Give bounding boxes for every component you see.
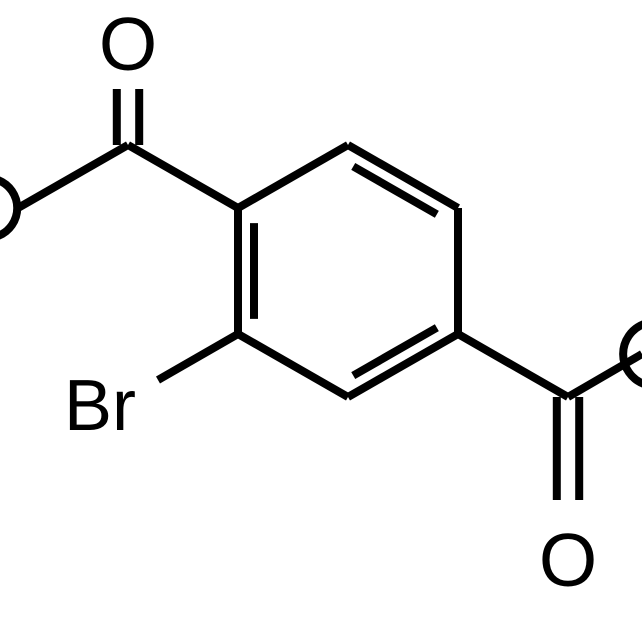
atom-o: O <box>535 515 601 605</box>
atom-o: O <box>95 0 161 89</box>
atom-br: Br <box>60 363 140 449</box>
